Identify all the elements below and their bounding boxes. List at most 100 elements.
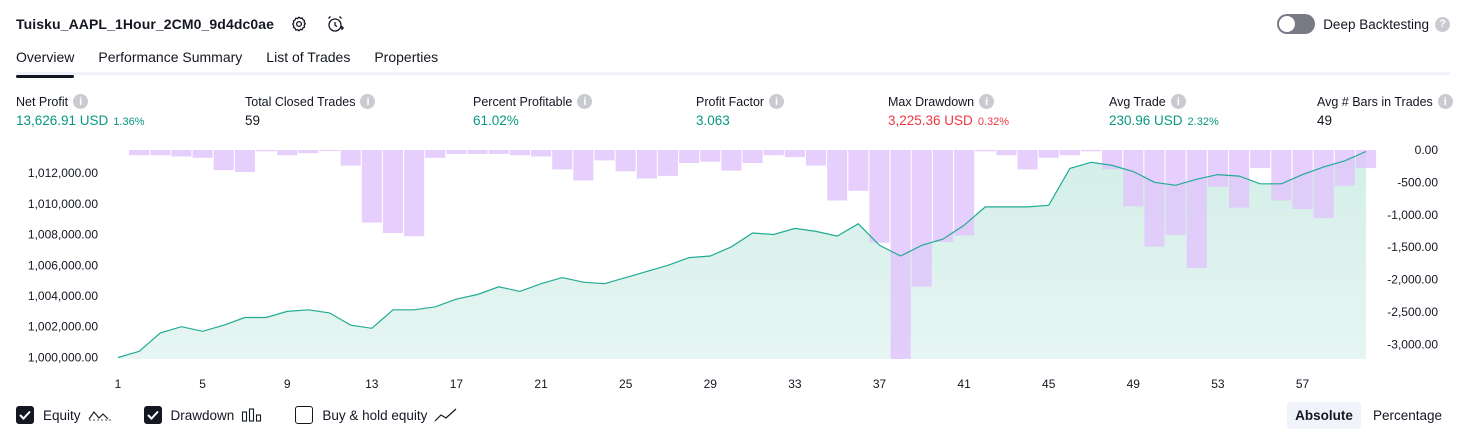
stat-value: 230.96 USD — [1109, 113, 1183, 128]
drawdown-bars-icon — [241, 407, 263, 423]
drawdown-bar — [1081, 150, 1102, 152]
settings-gear-icon[interactable] — [288, 13, 310, 35]
x-axis-tick-label: 53 — [1211, 377, 1225, 391]
buy-hold-checkbox[interactable]: Buy & hold equity — [295, 406, 458, 424]
tab-list-of-trades[interactable]: List of Trades — [266, 49, 351, 65]
absolute-button[interactable]: Absolute — [1287, 401, 1361, 429]
drawdown-bar — [129, 150, 150, 156]
x-axis-tick-label: 17 — [450, 377, 464, 391]
report-header: Tuisku_AAPL_1Hour_2CM0_9d4dc0ae Deep Bac… — [16, 10, 1450, 38]
tab-properties[interactable]: Properties — [374, 49, 439, 65]
drawdown-bar — [975, 150, 996, 152]
deep-backtesting-toggle[interactable] — [1277, 14, 1316, 34]
x-axis-tick-label: 5 — [199, 377, 206, 391]
drawdown-bar — [404, 150, 425, 237]
percentage-button[interactable]: Percentage — [1372, 407, 1442, 423]
drawdown-bar — [594, 150, 615, 161]
equity-area — [118, 151, 1366, 359]
stat-value: 3,225.36 USD — [888, 113, 973, 128]
drawdown-bar — [340, 150, 361, 166]
drawdown-bar — [361, 150, 382, 223]
drawdown-bar — [1250, 150, 1271, 169]
drawdown-bar — [467, 150, 488, 154]
stat-net-profit: Net Profit i 13,626.91 USD 1.36% — [16, 93, 145, 128]
drawdown-bar — [552, 150, 573, 170]
drawdown-bar — [192, 150, 213, 158]
drawdown-bar — [1334, 150, 1355, 186]
x-axis-tick-label: 25 — [619, 377, 633, 391]
stat-percent: 2.32% — [1187, 116, 1219, 128]
stat-value: 49 — [1317, 113, 1333, 128]
drawdown-bar — [509, 150, 530, 156]
help-icon[interactable]: ? — [1435, 16, 1450, 32]
drawdown-bar — [657, 150, 678, 176]
info-icon[interactable]: i — [1170, 94, 1186, 109]
right-axis-tick-label: -500.00 — [1397, 175, 1438, 189]
report-tabs: Overview Performance Summary List of Tra… — [16, 44, 1450, 78]
info-icon[interactable]: i — [1437, 94, 1453, 109]
equity-checkbox[interactable]: Equity — [16, 406, 112, 424]
drawdown-bar — [446, 150, 467, 154]
left-axis-tick-label: 1,002,000.00 — [28, 320, 98, 334]
info-icon[interactable]: i — [979, 94, 995, 109]
drawdown-bar — [531, 150, 552, 157]
left-axis-tick-label: 1,012,000.00 — [28, 166, 98, 180]
drawdown-checkbox[interactable]: Drawdown — [143, 406, 264, 424]
drawdown-bar — [1123, 150, 1144, 207]
right-axis-tick-label: -1,500.00 — [1387, 240, 1438, 254]
scale-switch: Absolute Percentage — [1287, 401, 1450, 429]
x-axis-tick-label: 9 — [284, 377, 291, 391]
buy-hold-line-icon — [434, 407, 458, 423]
x-axis-tick-label: 45 — [1042, 377, 1056, 391]
left-axis-tick-label: 1,006,000.00 — [28, 258, 98, 272]
drawdown-bar — [1313, 150, 1334, 218]
drawdown-bar — [425, 150, 446, 158]
right-axis-tick-label: 0.00 — [1415, 143, 1439, 157]
drawdown-bar — [784, 150, 805, 158]
info-icon[interactable]: i — [769, 94, 785, 109]
tab-performance-summary[interactable]: Performance Summary — [98, 49, 243, 65]
tab-overview[interactable]: Overview — [16, 44, 75, 78]
info-icon[interactable]: i — [73, 94, 89, 109]
stat-label: Net Profit — [16, 94, 69, 109]
stat-percent: 1.36% — [113, 116, 145, 128]
x-axis-tick-label: 41 — [957, 377, 971, 391]
alert-clock-icon[interactable] — [324, 13, 346, 35]
deep-backtesting: Deep Backtesting ? — [1277, 14, 1450, 34]
x-axis-tick-label: 49 — [1127, 377, 1141, 391]
drawdown-bar — [636, 150, 657, 179]
stat-value: 59 — [245, 113, 261, 128]
drawdown-bar — [911, 150, 932, 287]
left-axis-tick-label: 1,010,000.00 — [28, 197, 98, 211]
left-axis-tick-label: 1,008,000.00 — [28, 228, 98, 242]
drawdown-bar — [573, 150, 594, 181]
info-icon[interactable]: i — [577, 94, 593, 109]
drawdown-bar — [742, 150, 763, 163]
drawdown-bar — [1292, 150, 1313, 209]
drawdown-bar — [1165, 150, 1186, 235]
x-axis-tick-label: 21 — [534, 377, 548, 391]
info-icon[interactable]: i — [360, 94, 376, 109]
drawdown-bar — [890, 150, 911, 359]
drawdown-bar — [319, 150, 340, 151]
drawdown-bar — [848, 150, 869, 191]
strategy-title: Tuisku_AAPL_1Hour_2CM0_9d4dc0ae — [16, 16, 275, 32]
drawdown-bar — [932, 150, 953, 242]
x-axis-tick-label: 37 — [873, 377, 887, 391]
stat-label: Profit Factor — [696, 94, 765, 109]
drawdown-bar — [213, 150, 234, 171]
deep-backtesting-label: Deep Backtesting — [1323, 16, 1429, 32]
equity-drawdown-chart[interactable]: 1,012,000.00 1,010,000.00 1,008,000.00 1,00… — [0, 138, 1466, 396]
chart-footer: Equity Drawdown Buy & hold equity Absolu… — [16, 400, 1450, 430]
drawdown-bar — [382, 150, 403, 233]
stat-value: 13,626.91 USD — [16, 113, 109, 128]
drawdown-bar — [869, 150, 890, 243]
drawdown-bar — [298, 150, 319, 154]
drawdown-bar — [1207, 150, 1228, 187]
x-axis-tick-label: 13 — [365, 377, 379, 391]
stat-label: Max Drawdown — [888, 94, 975, 109]
drawdown-bar — [615, 150, 636, 172]
equity-line-icon — [88, 407, 112, 423]
stat-max-drawdown: Max Drawdown i 3,225.36 USD 0.32% — [888, 93, 1009, 128]
left-axis-tick-label: 1,004,000.00 — [28, 289, 98, 303]
